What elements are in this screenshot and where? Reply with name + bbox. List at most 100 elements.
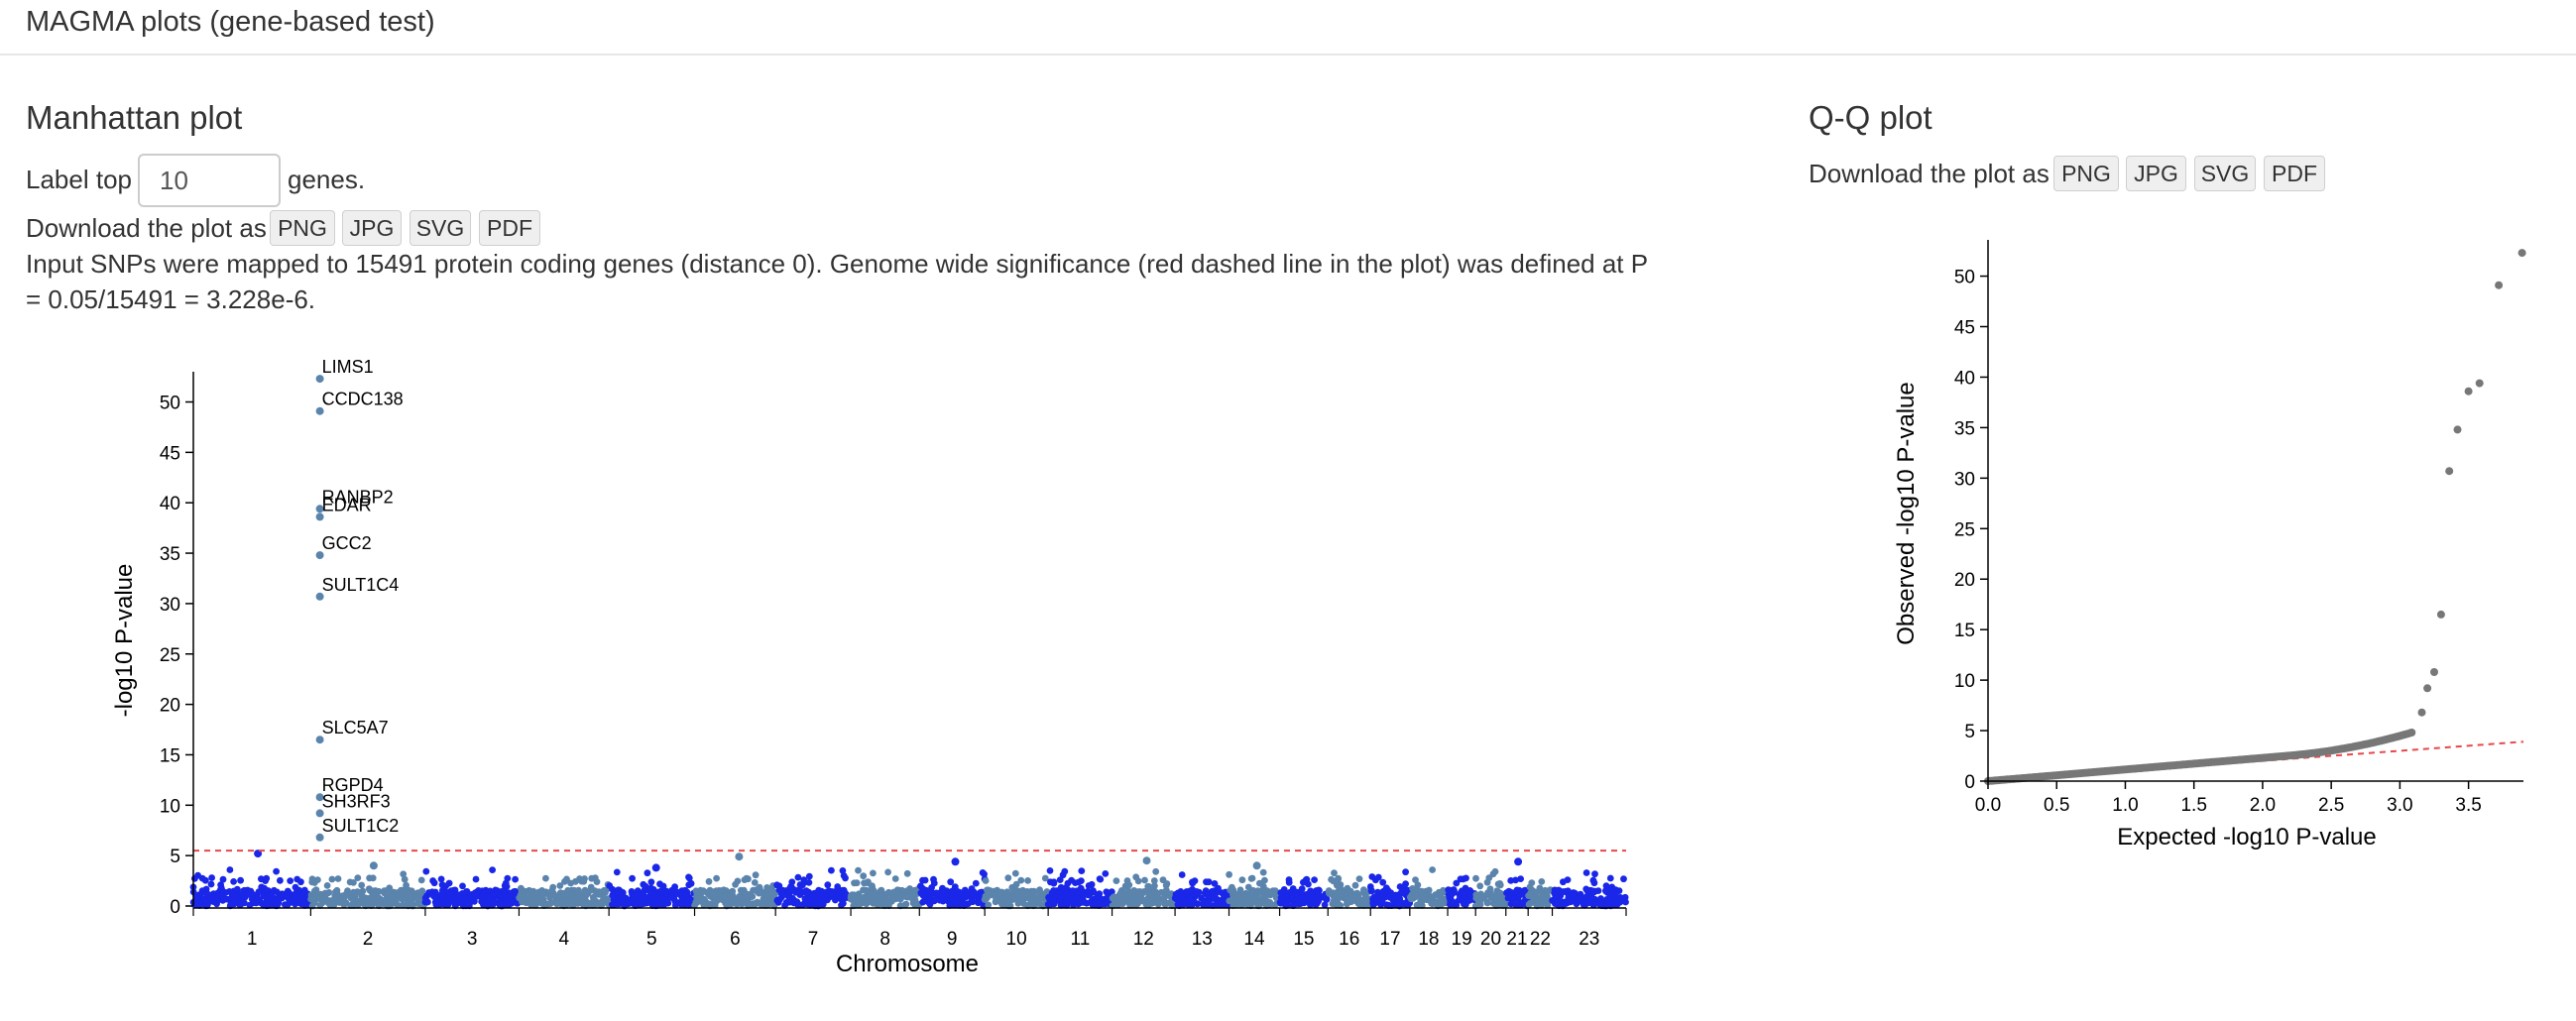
manhattan-point <box>1241 894 1248 902</box>
manhattan-point <box>454 891 461 899</box>
manhattan-point <box>1506 890 1514 898</box>
manhattan-point <box>615 886 622 894</box>
manhattan-point <box>1150 877 1158 884</box>
manhattan-point <box>1134 888 1142 895</box>
manhattan-point <box>853 879 861 887</box>
manhattan-pdf-button[interactable]: PDF <box>479 210 540 246</box>
qq-tail-point <box>2453 425 2462 434</box>
manhattan-point <box>1461 892 1467 900</box>
qq-y-tick-label: 40 <box>1954 368 1975 389</box>
manhattan-point <box>1120 894 1128 902</box>
qq-svg-button[interactable]: SVG <box>2194 156 2256 191</box>
manhattan-point <box>785 897 793 904</box>
manhattan-point <box>1414 886 1421 894</box>
manhattan-point <box>979 869 987 876</box>
qq-png-button[interactable]: PNG <box>2053 156 2119 191</box>
manhattan-point <box>358 881 366 889</box>
manhattan-point <box>533 895 541 903</box>
manhattan-point <box>233 892 241 900</box>
manhattan-point <box>1589 887 1596 895</box>
manhattan-point <box>1046 867 1054 874</box>
manhattan-point <box>381 887 388 894</box>
manhattan-point <box>1049 893 1057 900</box>
chromosome-tick-label: 19 <box>1452 929 1472 950</box>
manhattan-point <box>1517 875 1524 882</box>
manhattan-point <box>292 883 299 891</box>
qq-pdf-button[interactable]: PDF <box>2264 156 2325 191</box>
manhattan-point <box>1496 901 1504 909</box>
manhattan-point <box>723 897 730 905</box>
manhattan-point <box>1483 898 1491 906</box>
manhattan-point <box>1295 900 1302 908</box>
manhattan-point <box>1068 892 1075 900</box>
manhattan-point <box>342 891 349 898</box>
manhattan-point <box>1134 877 1142 885</box>
manhattan-point <box>974 893 982 901</box>
gene-label: SH3RF3 <box>322 791 391 811</box>
manhattan-point <box>1334 900 1342 908</box>
manhattan-png-button[interactable]: PNG <box>270 210 335 246</box>
manhattan-point <box>1213 889 1220 897</box>
manhattan-point <box>658 886 665 894</box>
manhattan-point <box>1041 874 1049 882</box>
manhattan-point <box>660 901 667 909</box>
manhattan-point <box>800 876 808 883</box>
manhattan-point <box>437 875 445 883</box>
manhattan-peak-point <box>735 852 744 861</box>
manhattan-point <box>1105 889 1112 897</box>
manhattan-point <box>1373 895 1381 903</box>
manhattan-point <box>200 896 207 903</box>
manhattan-point <box>1035 893 1042 901</box>
manhattan-point <box>1349 897 1357 904</box>
qq-jpg-button[interactable]: JPG <box>2126 156 2186 191</box>
manhattan-point <box>1008 883 1016 891</box>
manhattan-point <box>1092 900 1100 908</box>
manhattan-point <box>763 884 770 891</box>
manhattan-point <box>1584 894 1592 902</box>
manhattan-point <box>1159 876 1167 884</box>
chromosome-tick-label: 8 <box>879 929 890 950</box>
manhattan-point <box>1589 876 1597 884</box>
manhattan-point <box>803 889 810 896</box>
manhattan-point <box>773 881 780 889</box>
manhattan-point <box>578 899 586 907</box>
manhattan-point <box>638 900 645 908</box>
manhattan-point <box>556 900 564 907</box>
chromosome-tick-label: 13 <box>1192 929 1213 950</box>
manhattan-point <box>312 886 320 894</box>
genes-text: genes. <box>288 165 366 194</box>
labeled-gene-point <box>315 736 324 744</box>
manhattan-point <box>828 888 836 895</box>
qq-x-tick-label: 2.5 <box>2318 795 2344 816</box>
manhattan-point <box>788 878 796 886</box>
manhattan-point <box>1117 887 1125 894</box>
gene-label: RANBP2 <box>322 487 394 507</box>
manhattan-point <box>909 899 917 907</box>
manhattan-point <box>813 890 821 897</box>
manhattan-point <box>1148 900 1155 907</box>
qq-y-tick-label: 25 <box>1954 519 1975 540</box>
qq-x-tick-label: 0.0 <box>1975 795 2001 816</box>
manhattan-point <box>226 866 234 873</box>
manhattan-point <box>213 895 220 903</box>
manhattan-point <box>1363 900 1371 908</box>
y-tick-label: 35 <box>160 544 180 565</box>
manhattan-point <box>1338 886 1346 894</box>
label-top-input[interactable] <box>138 154 281 207</box>
manhattan-point <box>1620 875 1627 883</box>
manhattan-svg-button[interactable]: SVG <box>410 210 471 246</box>
manhattan-point <box>1186 887 1194 895</box>
manhattan-point <box>1212 896 1220 903</box>
manhattan-point <box>1189 879 1197 887</box>
manhattan-point <box>416 899 423 907</box>
manhattan-point <box>246 901 254 909</box>
manhattan-point <box>1556 896 1563 904</box>
chromosome-tick-label: 6 <box>730 929 741 950</box>
manhattan-point <box>512 875 519 883</box>
manhattan-point <box>392 896 400 904</box>
manhattan-point <box>282 901 289 908</box>
manhattan-heading: Manhattan plot <box>26 99 243 136</box>
manhattan-jpg-button[interactable]: JPG <box>342 210 402 246</box>
manhattan-point <box>1014 894 1022 902</box>
